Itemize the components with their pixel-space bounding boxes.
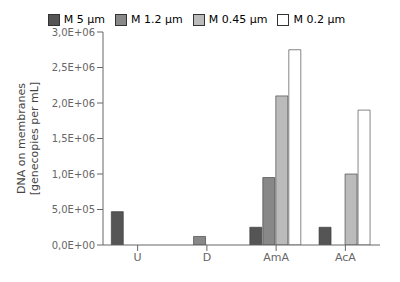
svg-text:1,5E+06: 1,5E+06 [52, 133, 95, 144]
svg-text:5,0E+05: 5,0E+05 [52, 204, 95, 215]
svg-text:3,0E+06: 3,0E+06 [52, 27, 95, 38]
html-text:M 5 μm: M 5 μm [63, 13, 105, 26]
svg-text:0,0E+00: 0,0E+00 [52, 240, 95, 251]
svg-text:D: D [203, 251, 211, 264]
svg-text:1,0E+06: 1,0E+06 [52, 169, 95, 180]
svg-text:U: U [134, 251, 142, 264]
svg-text:AmA: AmA [263, 251, 289, 264]
html-text:M 1.2 μm: M 1.2 μm [131, 13, 183, 26]
svg-text:2,5E+06: 2,5E+06 [52, 62, 95, 73]
html-text:M 0.2 μm: M 0.2 μm [293, 13, 346, 26]
svg-text:2,0E+06: 2,0E+06 [52, 98, 95, 109]
svg-text:DNA on membranes[genecopies pe: DNA on membranes[genecopies per mL] [15, 82, 41, 196]
html-text:M 0.45 μm: M 0.45 μm [208, 13, 268, 26]
svg-text:AcA: AcA [335, 251, 356, 264]
